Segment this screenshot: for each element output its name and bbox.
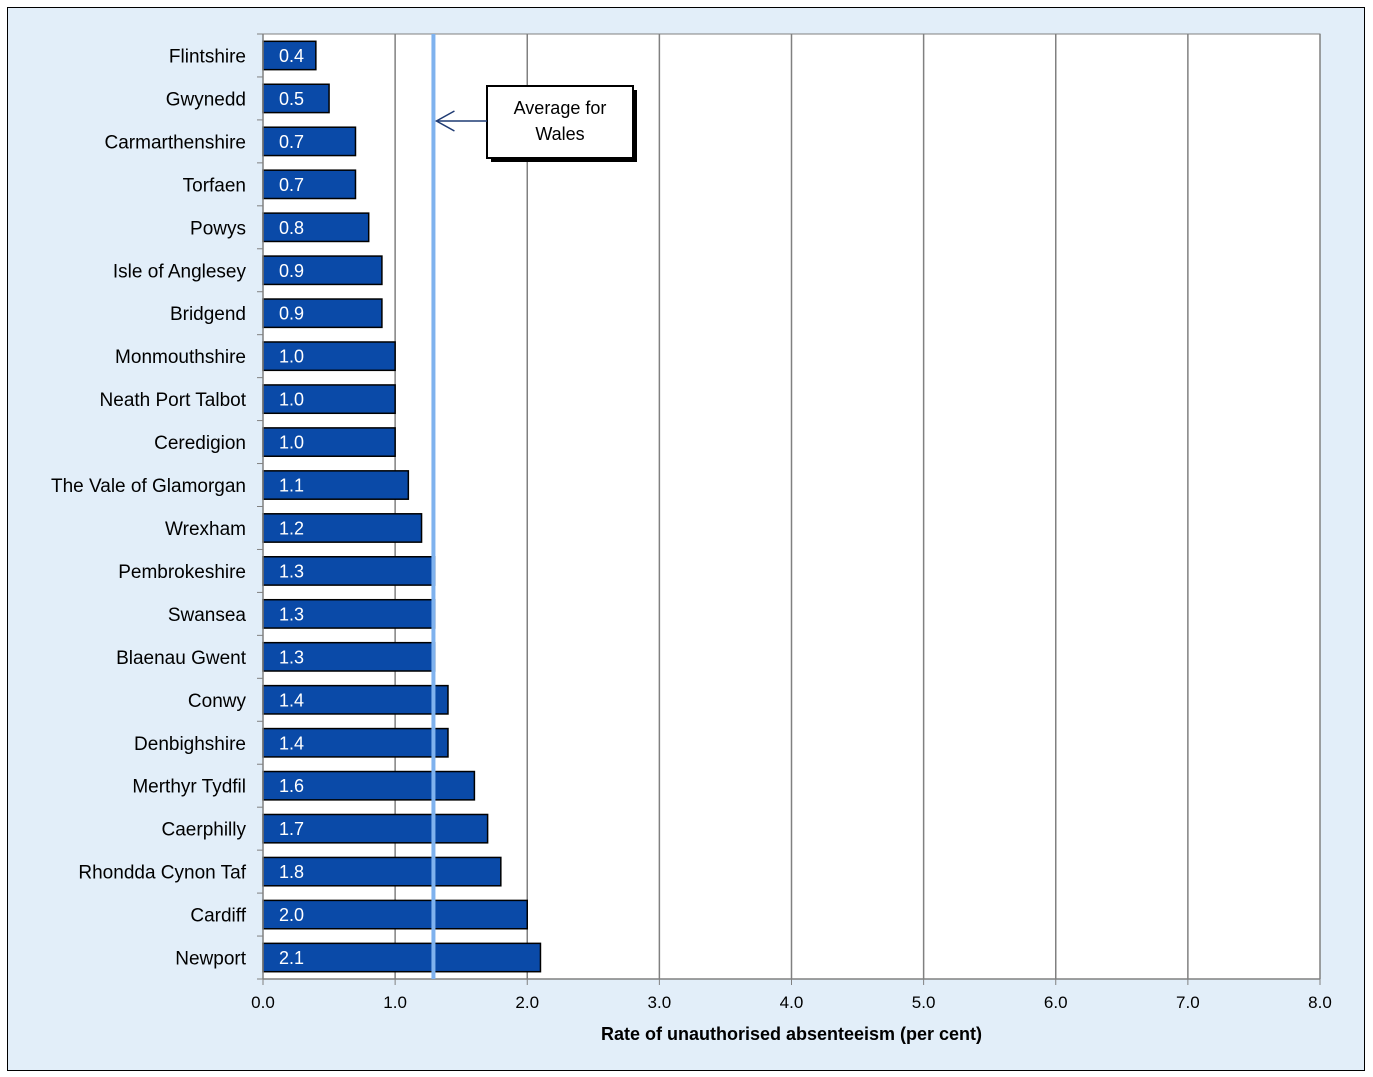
x-tick-label: 4.0 [780,993,804,1012]
category-label: Powys [190,218,246,239]
bar [262,427,396,457]
bar [262,899,528,930]
x-axis-title: Rate of unauthorised absenteeism (per ce… [601,1024,982,1044]
bar [262,641,436,672]
bar [262,341,396,372]
category-label: Rhondda Cynon Taf [78,863,246,884]
category-label: Caerphilly [162,820,247,841]
x-tick-label: 2.0 [515,993,539,1012]
bar [262,255,383,286]
bar-value-label: 0.7 [279,175,304,195]
category-label: Cardiff [190,906,246,927]
bar-value-label: 1.7 [279,819,304,839]
bar [262,770,476,801]
bar-value-label: 1.6 [279,776,304,796]
bar [262,384,396,415]
x-tick-label: 3.0 [648,993,672,1012]
category-label: Bridgend [170,304,246,325]
bar [262,513,423,543]
category-label: Merthyr Tydfil [132,777,246,798]
bar-value-label: 1.0 [279,433,304,453]
x-tick-label: 8.0 [1308,993,1332,1012]
category-label: Swansea [168,605,247,626]
bar [262,942,542,973]
bar-value-label: 0.8 [279,218,304,238]
bar-value-label: 1.1 [279,476,304,496]
category-label: Neath Port Talbot [100,390,247,411]
callout-text-line: Average for [514,98,607,118]
bar-value-label: 1.3 [279,647,304,667]
bar-value-label: 1.3 [279,604,304,624]
category-label: Carmarthenshire [105,132,247,153]
callout-box [486,85,634,159]
average-callout: Average for Wales [434,85,637,162]
x-tick-label: 0.0 [251,993,275,1012]
bar [262,40,317,71]
bar [262,470,410,500]
category-label: Isle of Anglesey [113,261,247,282]
category-labels: Flintshire Gwynedd Carmarthenshire Torfaen P… [51,46,247,969]
category-label: Ceredigion [154,433,246,454]
bar-value-label: 1.8 [279,862,304,882]
category-label: Conwy [188,691,247,712]
category-label: Wrexham [165,519,246,540]
callout-arrow-head [434,110,455,132]
bar [262,298,383,329]
bar-value-label: 1.0 [279,347,304,367]
category-label: Denbighshire [134,734,246,755]
bar-value-label: 0.9 [279,261,304,281]
category-label: Monmouthshire [115,347,246,368]
bar [262,212,370,243]
bar [262,83,330,114]
bar-value-label: 2.0 [279,905,304,925]
bar-value-label: 1.3 [279,561,304,581]
bar-value-label: 1.0 [279,390,304,410]
category-label: Flintshire [169,46,246,67]
bars: 0.4 0.5 0.7 0.7 0.8 0.9 0.9 1.0 1.0 1.0 1.1 1.2 1.3 1… [262,40,542,973]
bar [262,813,489,844]
category-label: Torfaen [183,175,246,196]
bar [262,169,357,200]
x-tick-label: 7.0 [1176,993,1200,1012]
bar-value-label: 1.4 [279,733,304,753]
category-label: Gwynedd [166,89,246,110]
category-label: Newport [175,949,246,970]
bar-value-label: 0.5 [279,89,304,109]
category-label: Blaenau Gwent [116,648,247,669]
bar-value-label: 0.7 [279,132,304,152]
axes: 0.0 1.0 2.0 3.0 4.0 5.0 6.0 7.0 8.0 [251,33,1332,1012]
x-tick-label: 1.0 [383,993,407,1012]
callout-text-line: Wales [535,124,584,144]
gridlines [394,34,1321,979]
bar-value-label: 1.4 [279,690,304,710]
bar [262,684,449,715]
bar-value-label: 2.1 [279,948,304,968]
bar-value-label: 1.2 [279,518,304,538]
bar-value-label: 0.9 [279,304,304,324]
bar [262,126,357,157]
x-tick-label: 6.0 [1044,993,1068,1012]
category-label: Pembrokeshire [118,562,246,583]
x-tick-label: 5.0 [912,993,936,1012]
category-label: The Vale of Glamorgan [51,476,246,497]
bar-value-label: 0.4 [279,46,304,66]
